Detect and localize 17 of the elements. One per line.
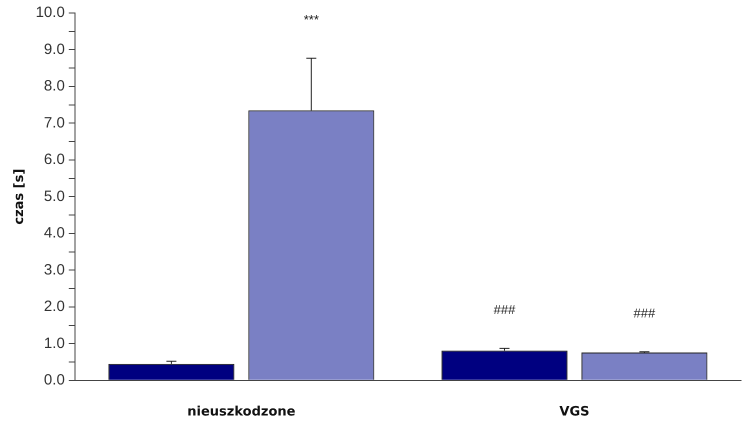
y-tick-label: 8.0 — [44, 78, 65, 95]
y-tick-label: 3.0 — [44, 261, 65, 278]
y-tick-label: 6.0 — [44, 151, 65, 168]
y-tick-label: 0.0 — [44, 372, 65, 389]
annotation: *** — [304, 12, 319, 27]
y-tick-label: 2.0 — [44, 298, 65, 316]
y-tick-label: 4.0 — [44, 224, 65, 242]
annotation: ### — [494, 302, 516, 318]
x-tick-label: nieuszkodzone — [187, 404, 296, 420]
annotation: ### — [634, 305, 656, 320]
x-tick-label: VGS — [559, 404, 590, 420]
y-tick-label: 5.0 — [44, 188, 65, 205]
y-tick-label: 1.0 — [44, 334, 65, 352]
y-tick-label: 9.0 — [44, 40, 65, 58]
y-tick-label: 10.0 — [36, 4, 65, 22]
y-axis-title: czas [s] — [12, 168, 28, 225]
y-tick-label: 7.0 — [44, 114, 65, 132]
